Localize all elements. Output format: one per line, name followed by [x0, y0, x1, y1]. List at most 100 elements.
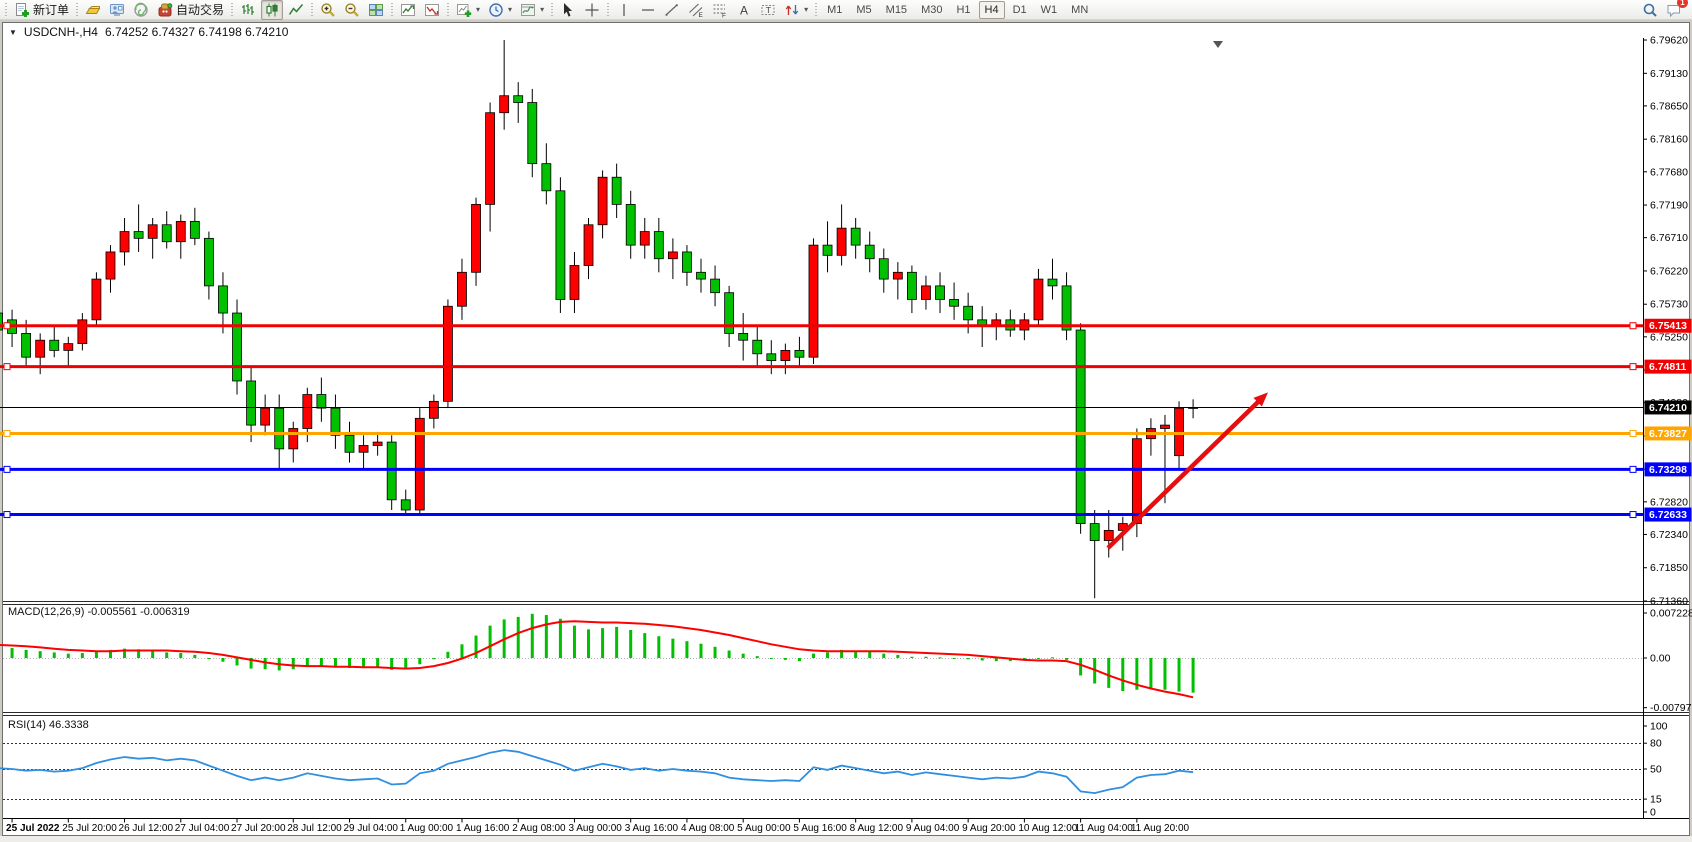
- crosshair-button[interactable]: [581, 0, 603, 20]
- tf-m5-button-label: M5: [856, 3, 872, 16]
- tf-w1-button[interactable]: W1: [1035, 1, 1064, 19]
- macd-histogram-bar: [1191, 658, 1195, 693]
- tf-m1-button[interactable]: M1: [821, 1, 848, 19]
- line-handle[interactable]: [1629, 511, 1637, 519]
- collapse-trading-panel-icon[interactable]: ▼: [9, 27, 17, 37]
- arrows-button[interactable]: ▾: [781, 0, 811, 20]
- line-handle[interactable]: [1629, 429, 1637, 437]
- horizontal-line-button[interactable]: [637, 0, 659, 20]
- auto-trading-button[interactable]: 自动交易: [154, 0, 227, 20]
- bar-chart-button[interactable]: [237, 0, 259, 20]
- candle-body: [246, 380, 256, 426]
- macd-histogram-bar: [291, 658, 295, 670]
- macd-histogram-bar: [826, 652, 830, 658]
- zoom-out-button[interactable]: [341, 0, 363, 20]
- trend-arrow-head: [1253, 392, 1268, 407]
- pivot-line[interactable]: [0, 429, 1643, 437]
- text-button[interactable]: A: [733, 0, 755, 20]
- candle-body: [541, 163, 552, 192]
- toolbar-right: 1: [1642, 0, 1690, 18]
- time-tick-label: 27 Jul 04:00: [175, 823, 230, 834]
- tf-mn-button[interactable]: MN: [1065, 1, 1094, 19]
- data-window-button[interactable]: [106, 0, 128, 20]
- line-handle[interactable]: [3, 363, 11, 371]
- market-watch-button[interactable]: [82, 0, 104, 20]
- search-button[interactable]: [1642, 2, 1658, 18]
- macd-histogram-bar: [108, 649, 112, 658]
- candle-body: [203, 237, 214, 287]
- resistance-line-2-box: [1644, 359, 1692, 374]
- pivot-line-label: 6.73827: [1649, 428, 1687, 440]
- macd-tick-label: 0.007228: [1650, 608, 1692, 620]
- time-tick-label: 1 Aug 00:00: [400, 823, 454, 834]
- candle-body: [21, 333, 32, 358]
- tf-d1-button[interactable]: D1: [1007, 1, 1033, 19]
- candle-body: [794, 350, 805, 358]
- indicators-button[interactable]: [397, 0, 419, 20]
- price-tick-label: 6.77680: [1650, 166, 1688, 178]
- tf-h4-button[interactable]: H4: [978, 0, 1005, 19]
- tile-windows-button[interactable]: [365, 0, 387, 20]
- line-handle[interactable]: [1629, 363, 1637, 371]
- resistance-line-1[interactable]: [0, 322, 1643, 330]
- resistance-line-2[interactable]: [0, 363, 1643, 371]
- line-handle[interactable]: [3, 511, 11, 519]
- cursor-toolbar: [556, 0, 604, 20]
- candle-body: [724, 292, 735, 334]
- candle-body: [1103, 529, 1114, 541]
- tf-m30-button[interactable]: M30: [915, 1, 948, 19]
- candle-body: [808, 244, 819, 358]
- rsi-label: RSI(14) 46.3338: [8, 719, 89, 731]
- equidistant-channel-icon: E: [688, 2, 704, 18]
- cursor-icon: [560, 2, 576, 18]
- auto-trading-button-label: 自动交易: [176, 3, 225, 17]
- chart-shift-marker-icon[interactable]: [1213, 41, 1223, 48]
- candle-body: [232, 312, 242, 382]
- macd-histogram-bar: [319, 658, 323, 667]
- line-handle[interactable]: [3, 465, 11, 473]
- price-tick-label: 6.75250: [1650, 331, 1688, 343]
- equidistant-channel-button[interactable]: E: [685, 0, 707, 20]
- indicators-edit-button[interactable]: [421, 0, 443, 20]
- fibonacci-button[interactable]: F: [709, 0, 731, 20]
- toolbar-grip: [75, 3, 79, 16]
- zoom-out-icon: [344, 2, 360, 18]
- tf-h1-button[interactable]: H1: [950, 1, 976, 19]
- macd-histogram-bar: [601, 628, 605, 658]
- support-line-1[interactable]: [0, 465, 1643, 473]
- price-tick-label: 6.77190: [1650, 200, 1688, 212]
- tf-m15-button[interactable]: M15: [880, 1, 913, 19]
- candlestick-chart-button[interactable]: [261, 0, 284, 20]
- tf-m5-button[interactable]: M5: [850, 1, 877, 19]
- zoom-in-button[interactable]: [317, 0, 339, 20]
- candle-body: [878, 258, 889, 280]
- trendline-button[interactable]: [661, 0, 683, 20]
- tile-windows-icon: [368, 2, 384, 18]
- trend-arrow-line[interactable]: [1106, 400, 1260, 550]
- toolbar-grip: [4, 3, 7, 16]
- candle-body: [414, 417, 425, 511]
- candle-body: [949, 299, 959, 307]
- support-line-1-box: [1644, 462, 1692, 477]
- cursor-button[interactable]: [557, 0, 579, 20]
- line-chart-button[interactable]: [285, 0, 307, 20]
- candle-body: [49, 339, 60, 351]
- line-handle[interactable]: [1629, 322, 1637, 330]
- vertical-line-button[interactable]: [613, 0, 635, 20]
- template-menu-button[interactable]: ▾: [517, 0, 547, 20]
- notifications-button[interactable]: 1: [1666, 0, 1688, 18]
- trend-arrow-annotation[interactable]: [1106, 392, 1268, 550]
- support-line-2[interactable]: [0, 511, 1643, 519]
- line-handle[interactable]: [3, 429, 11, 437]
- candle-body: [119, 231, 130, 253]
- label-button[interactable]: T: [757, 0, 779, 20]
- line-handle[interactable]: [3, 322, 11, 330]
- macd-histogram-bar: [263, 658, 267, 670]
- line-handle[interactable]: [1629, 465, 1637, 473]
- new-order-button[interactable]: 新订单: [11, 0, 72, 20]
- macd-histogram-bar: [151, 650, 155, 658]
- new-chart-button[interactable]: ▾: [453, 0, 483, 20]
- navigator-button[interactable]: [130, 0, 152, 20]
- period-menu-button[interactable]: ▾: [485, 0, 515, 20]
